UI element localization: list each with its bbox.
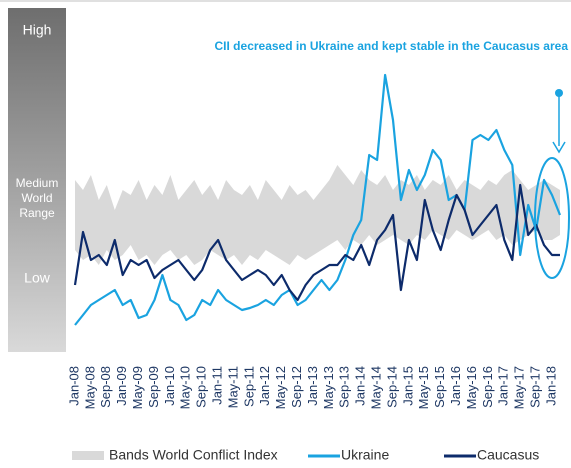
x-tick-label: May-15 bbox=[416, 366, 431, 409]
x-tick-label: May-17 bbox=[512, 366, 527, 409]
y-high-label: High bbox=[23, 22, 52, 38]
y-medium-label: World bbox=[21, 191, 52, 205]
x-tick-label: Sep-17 bbox=[528, 366, 543, 408]
y-medium-label: Range bbox=[19, 206, 55, 220]
y-scale-bar bbox=[8, 8, 66, 352]
x-tick-label: Jan-14 bbox=[353, 366, 368, 406]
x-tick-label: May-14 bbox=[369, 366, 384, 409]
y-low-label: Low bbox=[24, 270, 51, 286]
x-tick-label: May-08 bbox=[82, 366, 97, 409]
highlight-ellipse bbox=[534, 157, 570, 279]
x-tick-label: Sep-13 bbox=[337, 366, 352, 408]
y-medium-label: Medium bbox=[16, 176, 59, 190]
top-border bbox=[0, 0, 571, 2]
x-tick-label: Sep-16 bbox=[480, 366, 495, 408]
x-tick-label: Sep-10 bbox=[194, 366, 209, 408]
x-tick-label: May-13 bbox=[321, 366, 336, 409]
x-tick-label: Jan-09 bbox=[114, 366, 129, 406]
x-tick-label: Sep-12 bbox=[289, 366, 304, 408]
x-tick-label: Jan-15 bbox=[400, 366, 415, 406]
x-tick-label: Jan-16 bbox=[448, 366, 463, 406]
legend: Bands World Conflict Index Ukraine Caucasu… bbox=[72, 447, 539, 463]
series-line bbox=[73, 183, 560, 302]
legend-label: Caucasus bbox=[477, 447, 539, 463]
plot-area bbox=[73, 73, 562, 326]
band-area bbox=[75, 165, 560, 265]
x-tick-label: Sep-08 bbox=[98, 366, 113, 408]
x-tick-label: Sep-14 bbox=[384, 366, 399, 408]
x-tick-label: May-16 bbox=[464, 366, 479, 409]
x-tick-label: Jan-10 bbox=[162, 366, 177, 406]
x-tick-label: May-09 bbox=[130, 366, 145, 409]
series-line bbox=[74, 73, 562, 326]
legend-swatch bbox=[72, 451, 104, 460]
x-tick-label: May-10 bbox=[178, 366, 193, 409]
x-tick-label: Sep-11 bbox=[241, 366, 256, 407]
x-tick-label: Jan-18 bbox=[543, 366, 558, 406]
x-tick-label: Sep-15 bbox=[432, 366, 447, 408]
x-tick-label: Sep-09 bbox=[146, 366, 161, 408]
arrow-head bbox=[552, 141, 566, 154]
legend-label: Ukraine bbox=[341, 447, 389, 463]
x-tick-label: Jan-12 bbox=[257, 366, 272, 406]
x-tick-label: Jan-13 bbox=[305, 366, 320, 406]
legend-label: Bands World Conflict Index bbox=[109, 447, 278, 463]
x-tick-label: Jan-08 bbox=[66, 366, 81, 406]
x-tick-label: Jan-11 bbox=[210, 366, 225, 405]
x-tick-label: Jan-17 bbox=[496, 366, 511, 406]
x-tick-label: May-11 bbox=[225, 366, 240, 408]
x-tick-label: May-12 bbox=[273, 366, 288, 409]
annotation: CII decreased in Ukraine and kept stable… bbox=[215, 39, 569, 53]
